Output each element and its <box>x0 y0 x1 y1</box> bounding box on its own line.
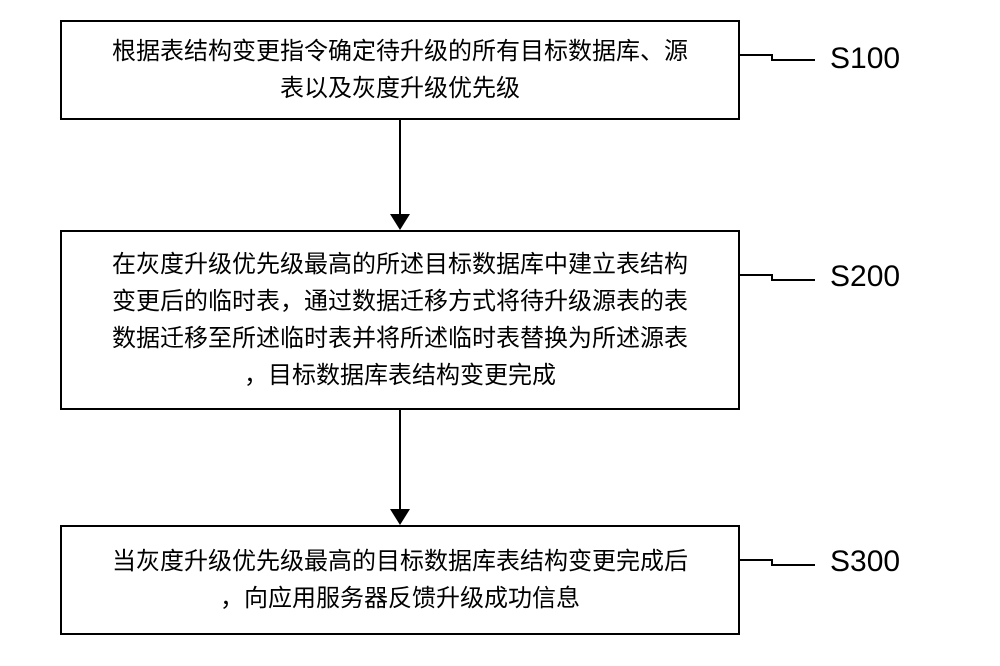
flowchart-canvas: 根据表结构变更指令确定待升级的所有目标数据库、源 表以及灰度升级优先级 S100… <box>0 0 1000 666</box>
step-box-s100: 根据表结构变更指令确定待升级的所有目标数据库、源 表以及灰度升级优先级 <box>60 20 740 120</box>
label-connector-s200 <box>740 275 815 280</box>
step-text-s100: 根据表结构变更指令确定待升级的所有目标数据库、源 表以及灰度升级优先级 <box>112 33 688 107</box>
label-connector-s100 <box>740 55 815 60</box>
step-text-s300: 当灰度升级优先级最高的目标数据库表结构变更完成后 ，向应用服务器反馈升级成功信息 <box>112 543 688 617</box>
step-label-s300: S300 <box>830 545 900 579</box>
step-box-s300: 当灰度升级优先级最高的目标数据库表结构变更完成后 ，向应用服务器反馈升级成功信息 <box>60 525 740 635</box>
step-label-s200: S200 <box>830 260 900 294</box>
label-connector-s300 <box>740 560 815 565</box>
step-label-s100: S100 <box>830 42 900 76</box>
step-box-s200: 在灰度升级优先级最高的所述目标数据库中建立表结构 变更后的临时表，通过数据迁移方… <box>60 230 740 410</box>
arrowhead-s100-s200 <box>390 214 410 230</box>
arrowhead-s200-s300 <box>390 509 410 525</box>
step-text-s200: 在灰度升级优先级最高的所述目标数据库中建立表结构 变更后的临时表，通过数据迁移方… <box>112 246 688 395</box>
